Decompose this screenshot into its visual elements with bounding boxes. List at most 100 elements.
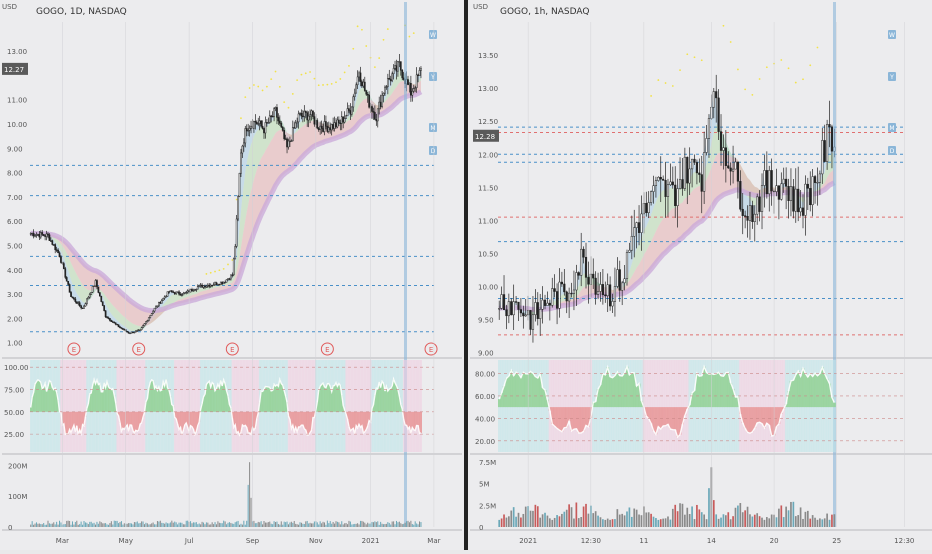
- oscillator-histogram-bar: [751, 407, 754, 432]
- volume-bar: [764, 520, 766, 527]
- volume-bar: [641, 515, 643, 527]
- volume-bar: [117, 521, 118, 527]
- volume-bar: [376, 522, 377, 527]
- right-symbol-title[interactable]: GOGO, 1h, NASDAQ: [500, 7, 589, 17]
- volume-bar: [621, 514, 623, 527]
- volume-bar: [382, 524, 383, 527]
- volume-bar: [35, 524, 36, 527]
- candle-body: [809, 188, 811, 204]
- trend-dot: [378, 57, 380, 59]
- candle-body: [229, 279, 230, 280]
- volume-bar: [706, 519, 708, 527]
- candle-body: [122, 328, 123, 329]
- candle-body: [373, 111, 374, 112]
- volume-bar: [551, 520, 553, 527]
- volume-bar: [55, 524, 56, 527]
- candle-body: [150, 316, 151, 318]
- volume-bar: [530, 511, 532, 527]
- candle-body: [387, 78, 388, 86]
- candle-body: [52, 241, 53, 245]
- volume-bar: [167, 523, 168, 527]
- candle-body: [304, 111, 305, 116]
- candle-body: [761, 185, 763, 211]
- oscillator-histogram-bar: [534, 377, 537, 408]
- left-symbol-title[interactable]: GOGO, 1D, NASDAQ: [36, 7, 127, 17]
- candle-body: [219, 284, 220, 285]
- candle-body: [66, 277, 67, 281]
- candle-body: [633, 228, 635, 237]
- candle-body: [60, 257, 61, 263]
- candle-body: [204, 286, 205, 287]
- candle-body: [805, 184, 807, 215]
- volume-bar: [72, 521, 73, 527]
- oscillator-background-bar: [580, 360, 583, 452]
- volume-bar: [413, 525, 414, 527]
- candle-body: [246, 129, 247, 131]
- volume-bar: [143, 521, 144, 527]
- trend-dot: [296, 79, 298, 81]
- trend-dot: [331, 83, 333, 85]
- candle-body: [269, 116, 270, 123]
- oscillator-histogram-bar: [628, 375, 631, 407]
- candle-body: [145, 322, 146, 324]
- volume-bar: [135, 522, 136, 527]
- candle-body: [76, 302, 77, 304]
- candle-body: [713, 92, 715, 108]
- volume-bar: [826, 514, 828, 527]
- volume-bar: [177, 524, 178, 527]
- oscillator-histogram-bar: [669, 407, 672, 429]
- candle-body: [537, 302, 539, 318]
- candle-body: [118, 325, 119, 327]
- candle-body: [134, 332, 135, 333]
- volume-bar: [576, 503, 578, 527]
- oscillator-background-bar: [758, 360, 761, 452]
- candle-body: [530, 310, 532, 329]
- oscillator-histogram-bar: [703, 367, 706, 407]
- volume-bar: [115, 521, 116, 527]
- volume-bar: [118, 523, 119, 527]
- candle-body: [119, 327, 120, 328]
- candle-body: [682, 179, 684, 188]
- timeframe-badge-label: D: [890, 148, 895, 155]
- time-tick-label: 25: [832, 537, 841, 545]
- volume-bar: [682, 504, 684, 527]
- candle-body: [814, 176, 816, 182]
- trend-dot: [679, 69, 681, 71]
- volume-bar: [549, 518, 551, 527]
- volume-bar: [317, 522, 318, 527]
- oscillator-histogram-bar: [611, 378, 614, 407]
- volume-bar: [761, 518, 763, 527]
- volume-bar: [354, 524, 355, 527]
- oscillator-histogram-bar: [631, 373, 634, 407]
- candle-body: [331, 124, 332, 130]
- trend-dot: [266, 86, 268, 88]
- volume-bar: [76, 521, 77, 527]
- candle-body: [350, 110, 351, 114]
- candle-body: [573, 290, 575, 293]
- candle-body: [63, 264, 64, 269]
- trend-dot: [766, 66, 768, 68]
- volume-bar: [395, 524, 396, 527]
- candle-body: [203, 286, 204, 288]
- volume-bar: [222, 523, 223, 527]
- oscillator-histogram-bar: [807, 377, 810, 407]
- oscillator-histogram-bar: [734, 397, 737, 407]
- volume-bar: [689, 514, 691, 527]
- oscillator-background-bar: [570, 360, 573, 452]
- oscillator-histogram-bar: [623, 373, 626, 407]
- time-tick-label: 2021: [519, 537, 537, 545]
- oscillator-histogram-bar: [708, 374, 711, 407]
- oscillator-background-bar: [768, 360, 771, 452]
- oscillator-histogram-bar: [563, 407, 566, 428]
- candle-body: [568, 293, 570, 301]
- oscillator-background-bar: [770, 360, 773, 452]
- candle-body: [341, 117, 342, 124]
- volume-bar: [239, 525, 240, 527]
- volume-bar: [229, 522, 230, 527]
- volume-bar: [672, 509, 674, 527]
- trend-dot: [686, 53, 688, 55]
- candle-body: [379, 102, 380, 109]
- volume-bar: [701, 512, 703, 527]
- volume-bar: [249, 462, 250, 527]
- volume-bar: [305, 521, 306, 527]
